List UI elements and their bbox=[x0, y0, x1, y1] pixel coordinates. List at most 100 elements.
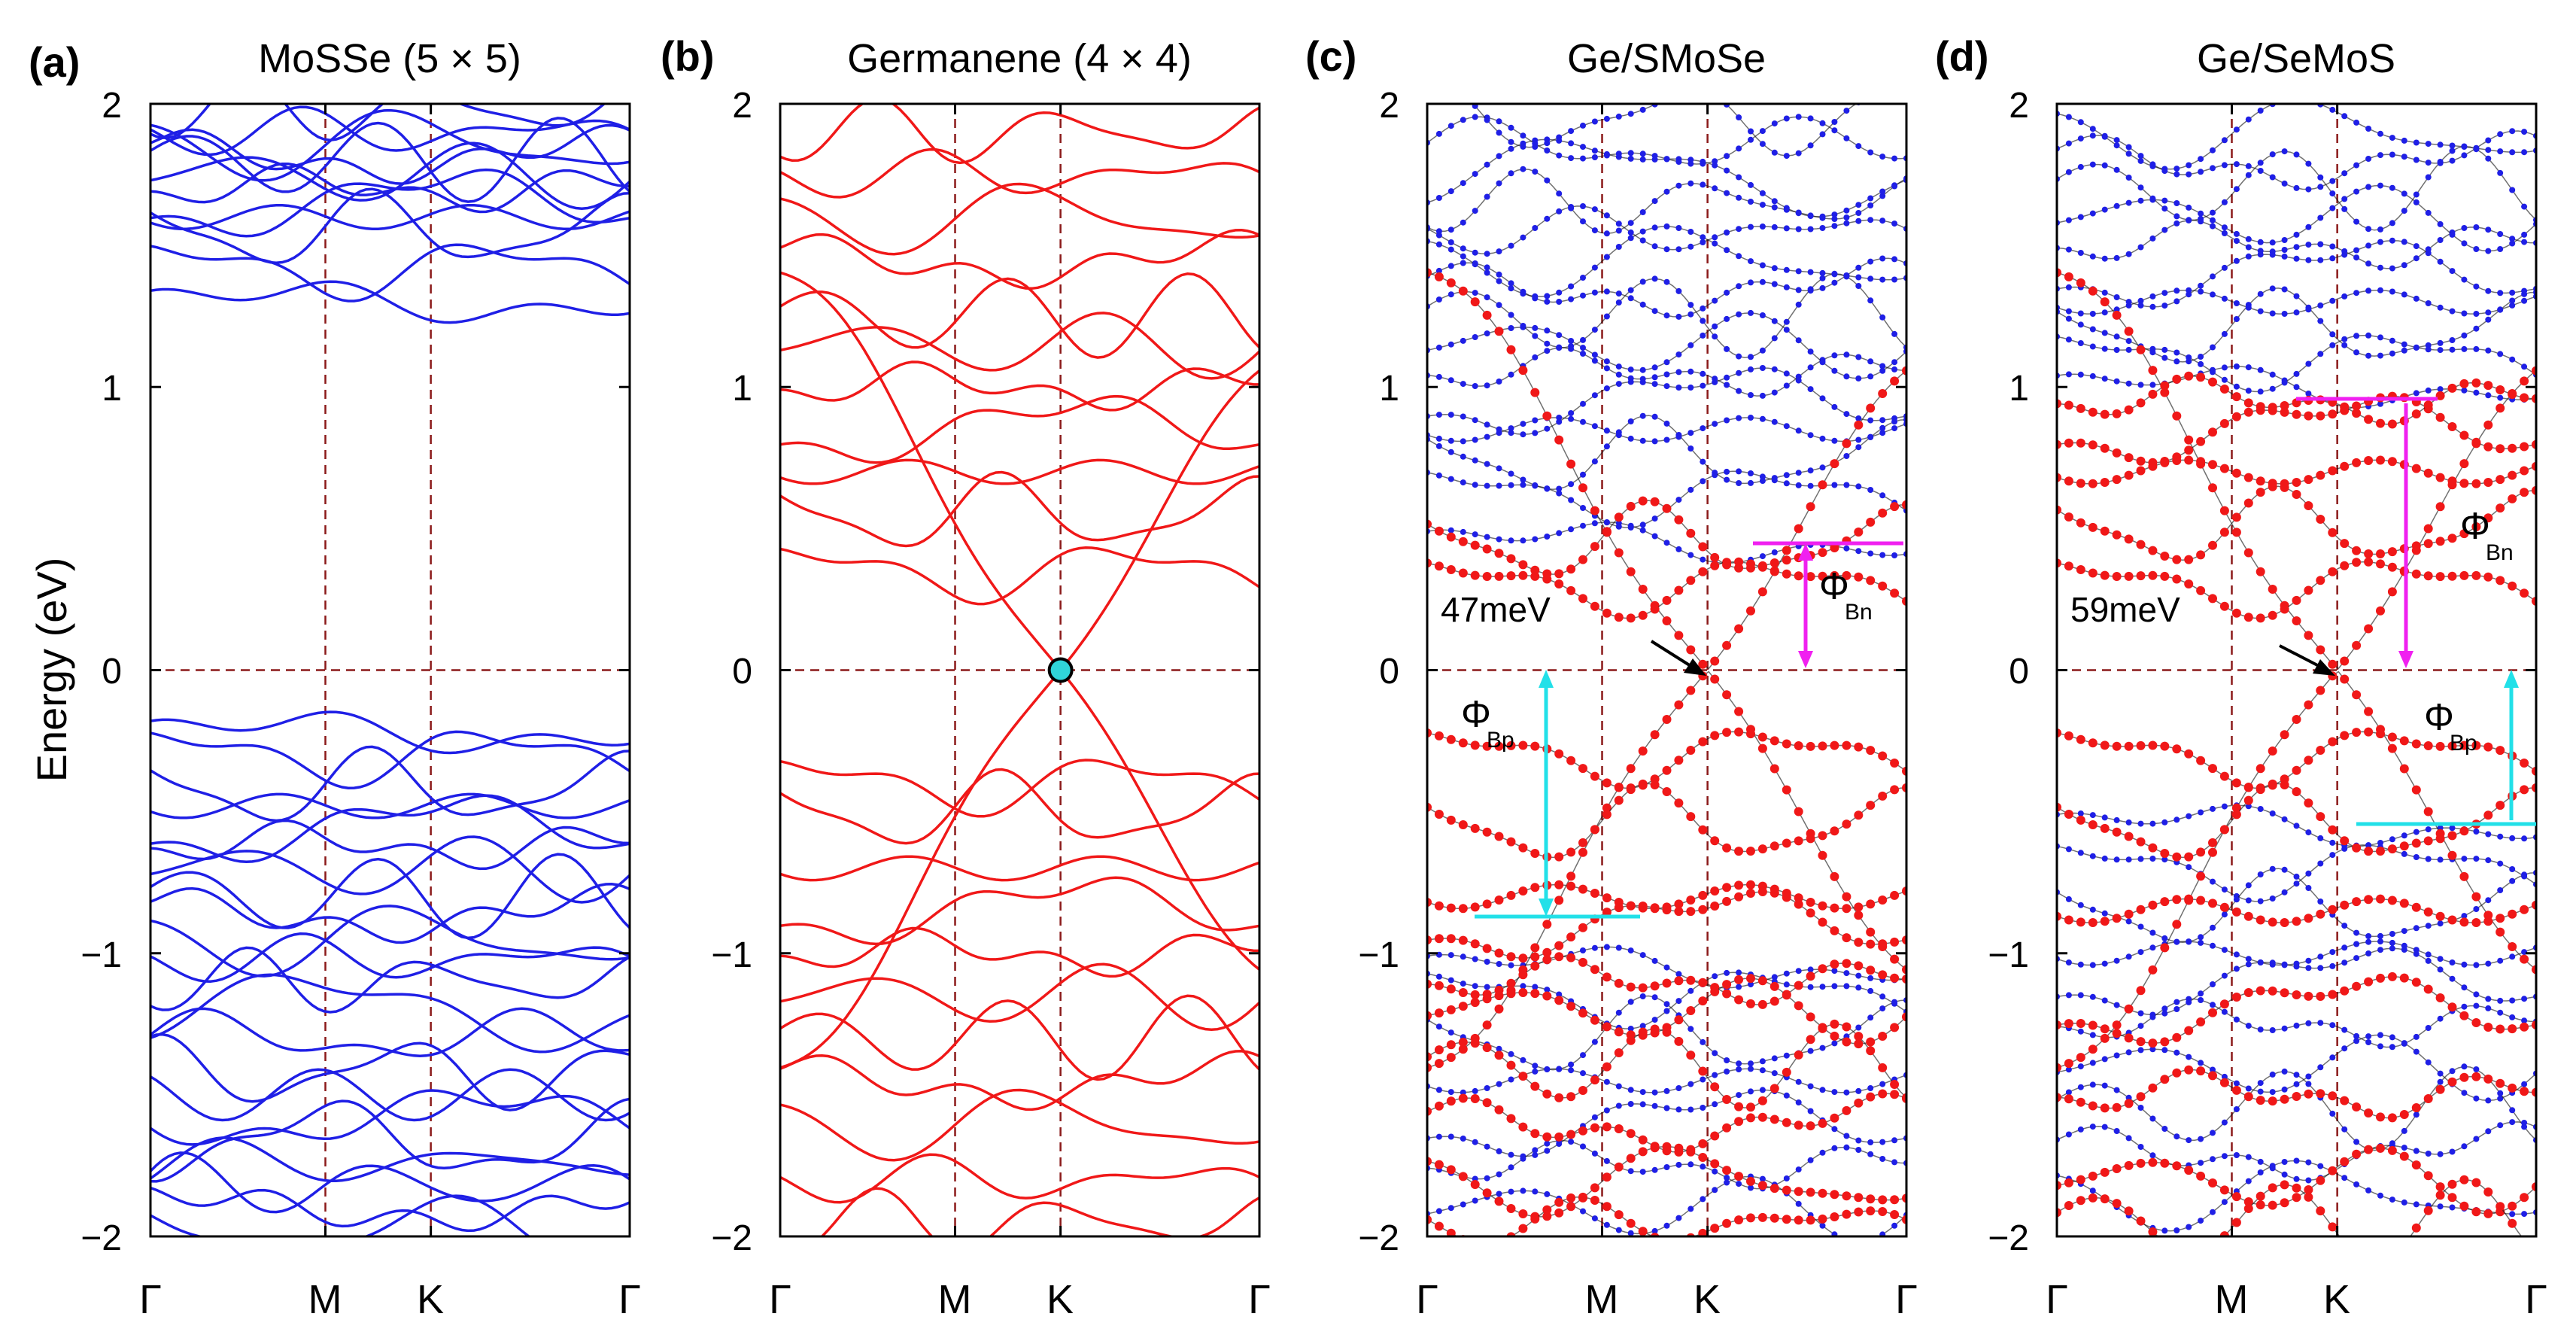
band-projection-point bbox=[1446, 1228, 1456, 1236]
band-projection-point bbox=[2125, 175, 2132, 181]
band-projection-point bbox=[1434, 1059, 1444, 1069]
band-line bbox=[780, 147, 1259, 199]
band-projection-point bbox=[2149, 1115, 2156, 1122]
band-projection-point bbox=[2387, 547, 2397, 557]
band-projection-point bbox=[1712, 158, 1718, 165]
band-projection-point bbox=[1795, 114, 1802, 120]
band-projection-point bbox=[1757, 587, 1767, 597]
band-projection-point bbox=[2064, 1178, 2073, 1187]
band-projection-point bbox=[1614, 1048, 1624, 1057]
band-projection-point bbox=[1532, 225, 1539, 231]
band-projection-point bbox=[1806, 1187, 1815, 1197]
band-line bbox=[780, 1050, 1259, 1111]
band-projection-point bbox=[2113, 254, 2120, 261]
band-projection-point bbox=[1818, 850, 1827, 860]
band-projection-point bbox=[2100, 1103, 2110, 1113]
band-line bbox=[150, 108, 630, 182]
band-projection-point bbox=[1818, 964, 1827, 974]
band-projection-point bbox=[2161, 346, 2168, 353]
panel-a-ytick-m2: −2 bbox=[80, 1218, 122, 1258]
band-projection-point bbox=[1736, 369, 1742, 376]
band-projection-point bbox=[1494, 1051, 1504, 1060]
band-projection-point bbox=[2365, 950, 2372, 956]
band-projection-point bbox=[2423, 984, 2433, 994]
band-projection-point bbox=[1434, 1101, 1444, 1111]
band-projection-point bbox=[2221, 1119, 2228, 1126]
band-projection-point bbox=[2101, 1124, 2108, 1130]
band-projection-point bbox=[2317, 184, 2324, 190]
band-projection-point bbox=[2328, 990, 2338, 999]
band-projection-point bbox=[2172, 920, 2182, 929]
band-projection-point bbox=[2316, 645, 2325, 655]
band-projection-point bbox=[2365, 1187, 2372, 1194]
band-projection-point bbox=[2387, 1145, 2397, 1155]
band-projection-point bbox=[2521, 203, 2528, 210]
band-projection-point bbox=[1614, 613, 1624, 622]
band-projection-point bbox=[2172, 852, 2182, 862]
band-projection-point bbox=[2148, 389, 2158, 399]
band-projection-point bbox=[1508, 470, 1514, 477]
band-projection-point bbox=[1602, 608, 1612, 618]
band-projection-point bbox=[2280, 988, 2289, 998]
band-projection-point bbox=[2413, 345, 2420, 351]
band-projection-point bbox=[2137, 297, 2144, 304]
band-projection-point bbox=[1831, 403, 1838, 410]
band-projection-point bbox=[2196, 896, 2206, 905]
band-projection-point bbox=[1568, 1067, 1575, 1074]
band-projection-point bbox=[1675, 287, 1682, 294]
band-projection-point bbox=[1496, 482, 1502, 489]
band-projection-point bbox=[1698, 542, 1708, 552]
band-projection-point bbox=[1603, 1078, 1610, 1085]
band-projection-point bbox=[1627, 418, 1634, 424]
band-projection-point bbox=[1651, 275, 1658, 282]
band-projection-point bbox=[1496, 271, 1502, 278]
band-projection-point bbox=[2447, 571, 2457, 581]
band-projection-point bbox=[2148, 366, 2158, 376]
band-projection-point bbox=[1675, 313, 1682, 320]
band-projection-point bbox=[1879, 363, 1886, 369]
band-projection-point bbox=[1603, 254, 1610, 260]
band-projection-point bbox=[1446, 934, 1456, 944]
band-projection-point bbox=[1736, 114, 1742, 120]
panel-d-gap-arrowhead bbox=[2313, 659, 2335, 676]
band-projection-point bbox=[2231, 1192, 2241, 1202]
band-projection-point bbox=[2496, 1202, 2505, 1212]
band-projection-point bbox=[2269, 959, 2276, 966]
band-projection-point bbox=[2198, 156, 2204, 163]
band-projection-point bbox=[2365, 842, 2372, 849]
band-projection-point bbox=[2485, 996, 2492, 1002]
band-projection-point bbox=[1544, 215, 1551, 222]
band-projection-point bbox=[2461, 1003, 2468, 1010]
band-projection-point bbox=[2064, 915, 2073, 925]
band-projection-point bbox=[2065, 1131, 2072, 1138]
band-projection-point bbox=[2077, 119, 2084, 126]
band-projection-point bbox=[1818, 901, 1827, 911]
band-projection-point bbox=[2293, 963, 2300, 970]
band-projection-point bbox=[1435, 267, 1442, 274]
band-projection-point bbox=[1867, 195, 1874, 202]
band-projection-point bbox=[2113, 333, 2120, 340]
band-projection-point bbox=[2077, 214, 2084, 220]
band-projection-point bbox=[1614, 1162, 1624, 1172]
band-projection-point bbox=[2329, 178, 2336, 184]
band-projection-point bbox=[2437, 258, 2444, 265]
panel-c-phibp-symbol: Φ bbox=[1461, 693, 1491, 735]
band-projection-point bbox=[2304, 798, 2313, 808]
band-projection-point bbox=[2364, 1258, 2373, 1267]
band-projection-point bbox=[2161, 1126, 2168, 1132]
band-projection-point bbox=[1602, 1022, 1612, 1032]
panel-c-phibn-symbol: Φ bbox=[1819, 565, 1849, 607]
band-projection-point bbox=[1627, 947, 1634, 954]
band-projection-point bbox=[1698, 1153, 1708, 1162]
band-projection-point bbox=[1532, 536, 1539, 543]
band-projection-point bbox=[2174, 999, 2180, 1005]
band-projection-point bbox=[1518, 953, 1528, 963]
band-projection-point bbox=[1831, 279, 1838, 286]
panel-d-plot bbox=[2057, 104, 2536, 1267]
band-projection-point bbox=[2437, 1078, 2444, 1085]
band-projection-point bbox=[2329, 205, 2336, 211]
band-projection-point bbox=[1879, 552, 1886, 558]
band-projection-point bbox=[1843, 220, 1850, 227]
band-projection-point bbox=[2172, 1032, 2182, 1042]
band-projection-point bbox=[2425, 300, 2432, 306]
